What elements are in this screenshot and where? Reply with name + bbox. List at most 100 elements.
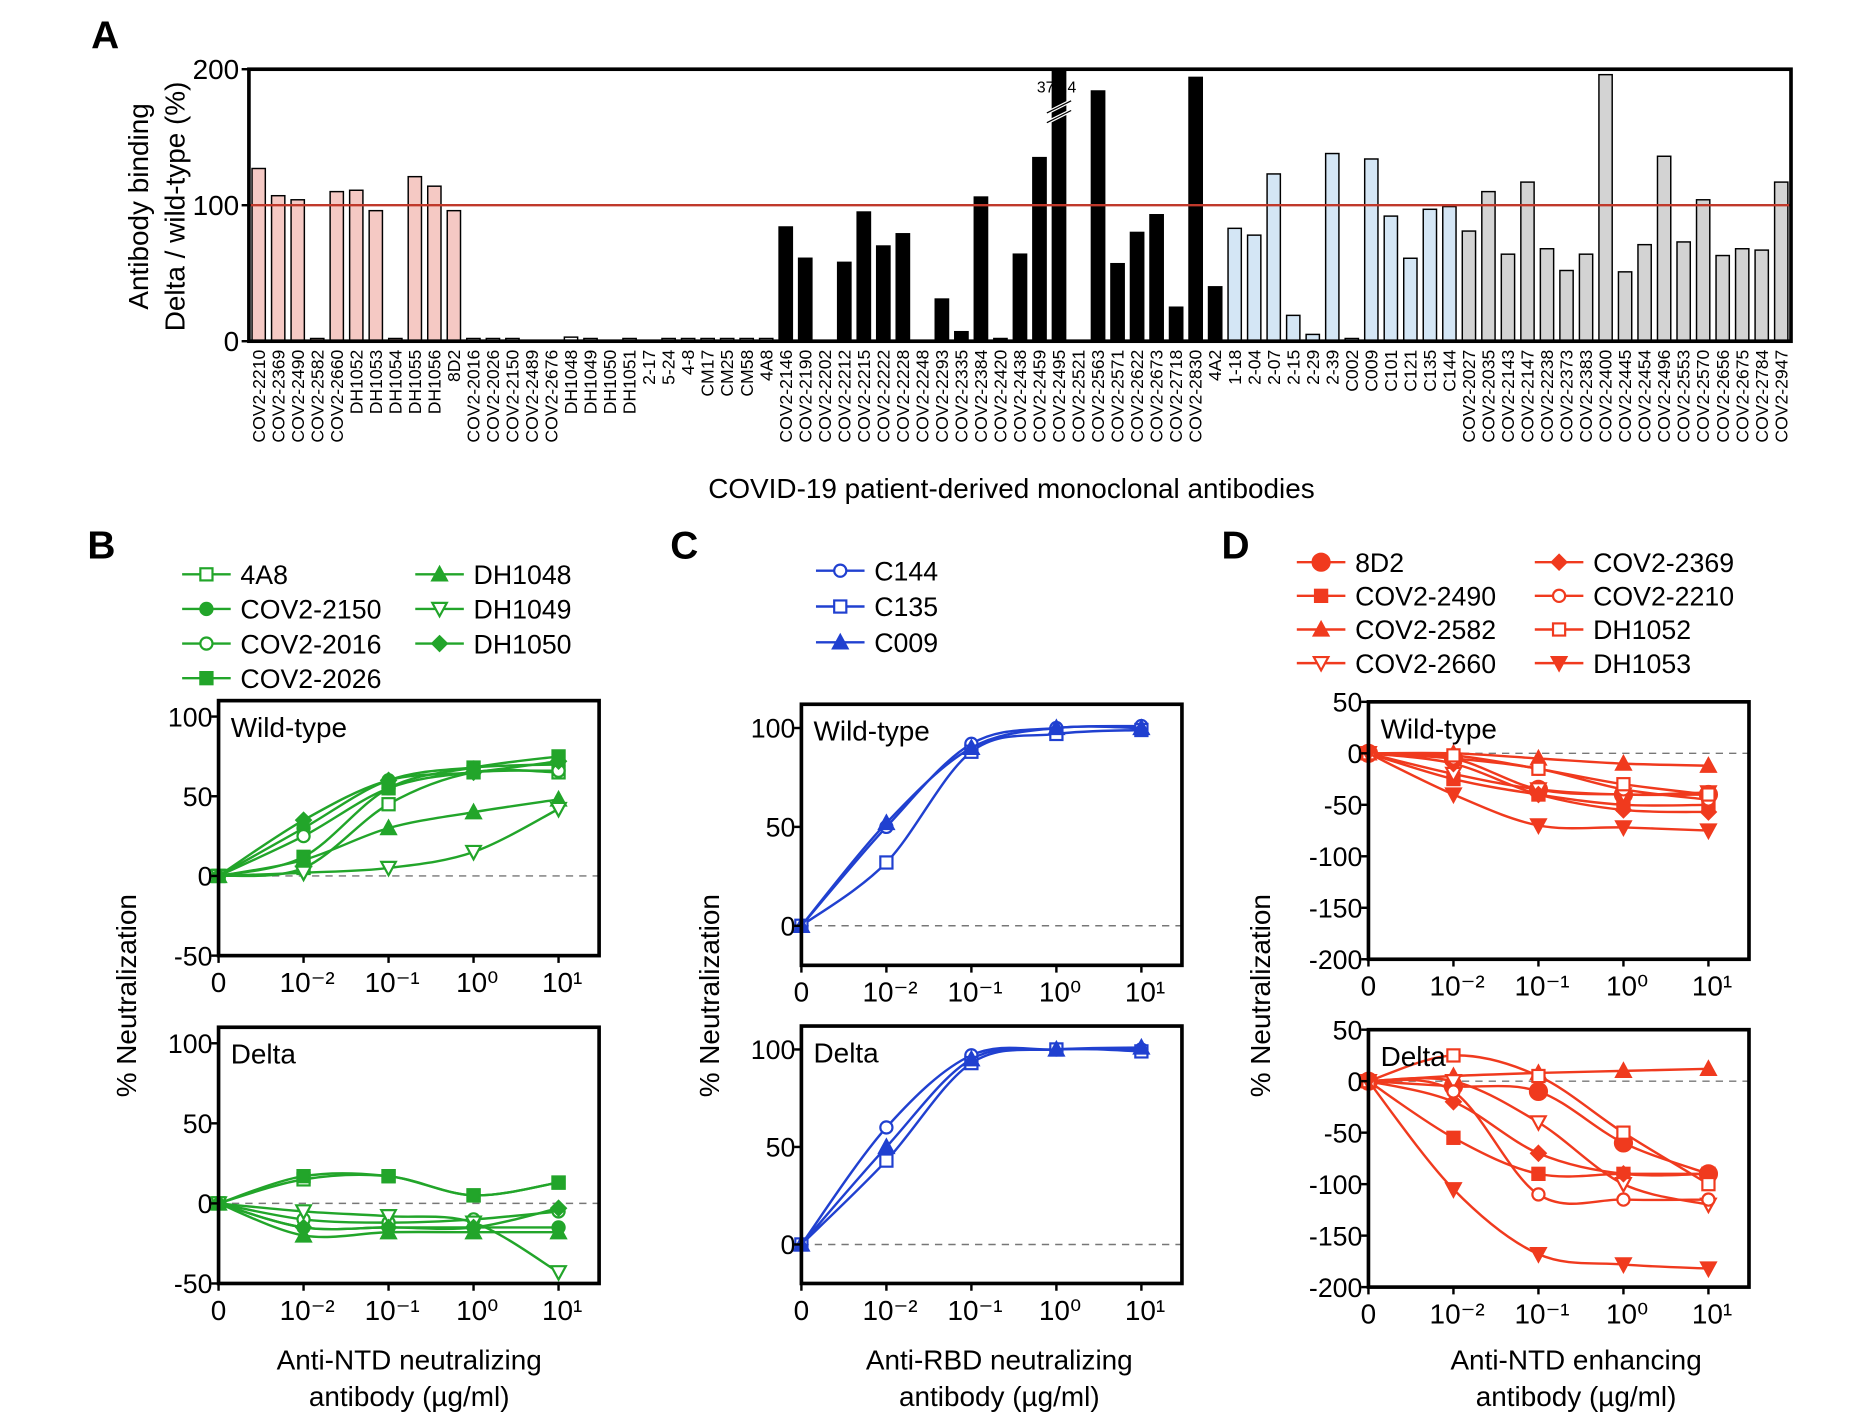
bar: [1129, 231, 1145, 342]
x-tick-label: 10⁰: [1606, 971, 1648, 1002]
x-tick-label: COV2-2830: [1186, 350, 1206, 443]
x-tick-label: COV2-2489: [522, 350, 542, 443]
bar: [251, 167, 267, 342]
bar: [1246, 234, 1262, 342]
bar: [1266, 173, 1282, 342]
bars: [251, 69, 1789, 342]
x-tick-label: COV2-2147: [1518, 350, 1538, 443]
x-tick-label: COV2-2293: [932, 350, 952, 443]
y-tick-label: 0: [780, 1230, 795, 1260]
marker: [877, 813, 896, 831]
plot-frame: [216, 1025, 601, 1286]
y-tick-label: 0: [780, 911, 795, 941]
bar: [1188, 76, 1204, 342]
x-tick-label: DH1050: [600, 350, 620, 415]
x-tick-label: COV2-2146: [776, 350, 796, 443]
legend-label: DH1052: [1593, 615, 1691, 645]
x-tick-label: DH1048: [561, 350, 581, 415]
x-tick-label: DH1054: [385, 350, 405, 415]
y-tick-label: 100: [168, 702, 213, 732]
marker: [831, 632, 850, 650]
marker: [464, 802, 483, 820]
bar: [1461, 230, 1477, 342]
legend-label: C135: [874, 592, 938, 622]
x-tick-label: COV2-2248: [912, 350, 932, 443]
y-tick-label: 100: [193, 190, 240, 221]
marker: [549, 1265, 568, 1282]
y-tick-label: 0: [198, 862, 213, 892]
bar: [1598, 73, 1613, 342]
marker: [877, 1137, 896, 1155]
legend-label: C144: [874, 556, 938, 586]
marker: [1531, 1068, 1546, 1084]
x-tick-label: COV2-2673: [1147, 350, 1167, 443]
legend-label: COV2-2016: [240, 629, 381, 659]
bar: [1637, 243, 1652, 342]
subplot-title: Delta: [1381, 1041, 1447, 1072]
x-tick-label: COV2-2212: [834, 350, 854, 443]
x-tick-label: COV2-2190: [795, 350, 815, 443]
marker: [430, 564, 449, 582]
marker: [549, 1222, 568, 1240]
legend-label: DH1049: [474, 595, 572, 625]
bar: [563, 336, 579, 342]
bar: [1383, 215, 1399, 342]
x-tick-label: COV2-2496: [1654, 350, 1674, 443]
x-tick-label: 10¹: [1125, 1295, 1165, 1326]
x-tick-label: 0: [211, 1295, 227, 1326]
marker: [1531, 1166, 1546, 1182]
marker: [1701, 787, 1716, 802]
x-tick-label: 2-15: [1283, 350, 1303, 385]
x-tick-label: 4A8: [756, 350, 776, 382]
x-tick-label: 2-07: [1264, 350, 1284, 385]
marker: [1132, 718, 1151, 736]
marker: [1446, 748, 1461, 763]
x-tick-label: DH1049: [581, 350, 601, 415]
bar: [1734, 248, 1750, 342]
y-tick-label: 100: [751, 1035, 796, 1065]
x-tick-label: CM58: [737, 350, 757, 397]
x-tick-label: C135: [1420, 350, 1440, 392]
x-tick-label: COV2-2383: [1576, 350, 1596, 443]
marker: [1047, 1039, 1066, 1057]
subplot-title: Delta: [231, 1039, 297, 1070]
legend-label: 8D2: [1355, 548, 1404, 578]
marker: [1549, 655, 1569, 673]
marker: [199, 601, 214, 617]
legend-label: COV2-2582: [1355, 615, 1496, 645]
bar: [973, 196, 989, 342]
bar: [426, 185, 442, 342]
x-tick-label: COV2-2222: [873, 350, 893, 443]
marker: [1444, 787, 1463, 805]
panel-letter: C: [670, 525, 698, 568]
y-tick-label: -150: [1309, 893, 1362, 923]
legend-label: COV2-2026: [240, 664, 381, 694]
marker: [294, 865, 313, 883]
legend-label: 4A8: [240, 560, 288, 590]
x-tick-label: COV2-2369: [268, 350, 288, 443]
legend-label: DH1053: [1593, 649, 1691, 679]
marker: [1614, 1257, 1633, 1275]
x-axis-label: antibody (µg/ml): [1476, 1381, 1677, 1412]
legend-label: DH1048: [474, 560, 572, 590]
marker: [379, 1209, 398, 1226]
value-label: 376.4: [1037, 79, 1077, 96]
bar: [1090, 90, 1106, 342]
marker: [1701, 1176, 1716, 1192]
plot-frame: [799, 1024, 1184, 1286]
marker: [1614, 820, 1633, 838]
bar: [407, 175, 423, 342]
x-tick-label: COV2-2373: [1557, 350, 1577, 443]
y-tick-label: -50: [1324, 791, 1363, 821]
y-tick-label: 0: [1348, 1067, 1363, 1097]
x-tick-label: COV2-2495: [1049, 350, 1069, 443]
x-tick-label: 8D2: [444, 350, 464, 382]
marker: [294, 811, 313, 829]
y-tick-label: 0: [1348, 739, 1363, 769]
subplot-title: Wild-type: [1381, 713, 1497, 744]
marker: [1614, 1165, 1633, 1183]
bar: [1442, 205, 1457, 342]
y-tick-label: 50: [1333, 1015, 1363, 1045]
legend-label: COV2-2369: [1593, 548, 1734, 578]
axis-break: [1046, 109, 1072, 124]
